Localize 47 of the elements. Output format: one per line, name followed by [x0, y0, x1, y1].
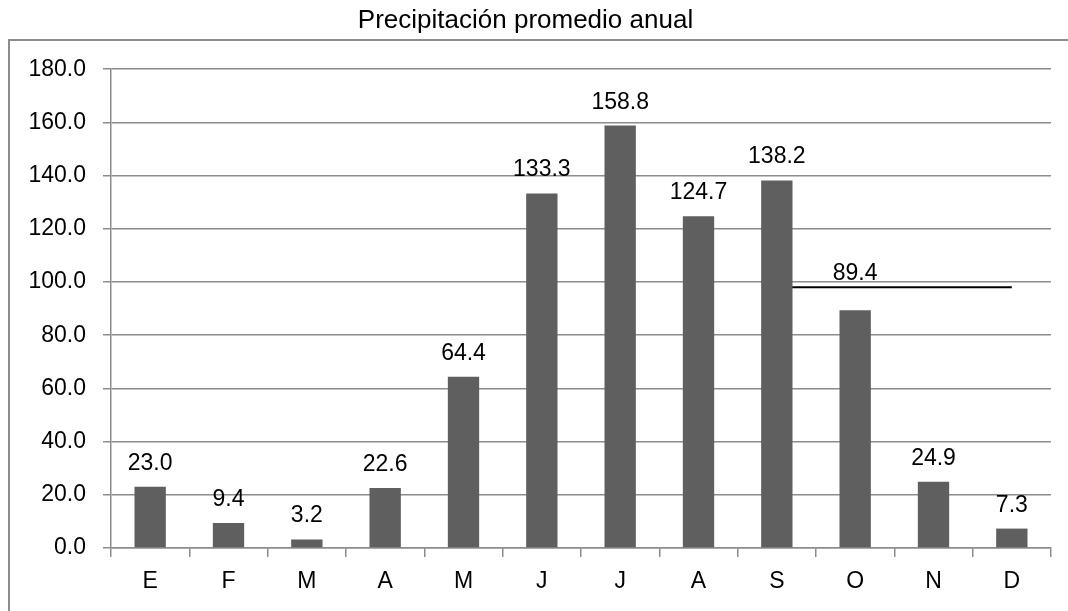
y-tick-label: 160.0: [28, 107, 86, 134]
x-tick-label: A: [690, 567, 707, 594]
bar: [526, 193, 558, 548]
y-tick-label: 120.0: [28, 214, 86, 241]
data-label: 9.4: [212, 485, 245, 511]
x-tick-label: J: [536, 567, 548, 594]
y-tick-label: 180.0: [28, 54, 86, 81]
data-label: 3.2: [290, 501, 323, 528]
data-label: 24.9: [911, 443, 956, 470]
bar: [212, 523, 245, 548]
bar: [447, 376, 480, 548]
data-label: 124.7: [669, 178, 728, 205]
y-tick-label: 20.0: [41, 480, 86, 507]
bar: [134, 486, 166, 548]
data-label: 23.0: [127, 448, 173, 475]
bar: [682, 216, 715, 548]
x-tick-label: J: [614, 567, 626, 594]
y-tick-label: 40.0: [41, 426, 86, 453]
bar: [604, 125, 636, 548]
bar: [369, 487, 401, 548]
bar: [917, 481, 950, 548]
x-tick-label: M: [453, 567, 474, 594]
x-tick-label: N: [925, 567, 942, 594]
data-label: 89.4: [832, 259, 878, 286]
data-label: 138.2: [748, 142, 806, 169]
data-label: 158.8: [591, 87, 649, 114]
x-tick-label: F: [221, 567, 236, 594]
bar: [839, 310, 871, 548]
y-tick-label: 0.0: [54, 533, 86, 560]
y-tick-label: 100.0: [28, 267, 86, 294]
y-tick-label: 140.0: [28, 160, 86, 187]
y-tick-label: 80.0: [41, 320, 86, 347]
bar: [291, 539, 323, 548]
bar: [996, 528, 1028, 548]
data-label: 64.4: [441, 338, 487, 365]
chart-title: Precipitación promedio anual: [357, 3, 694, 34]
bar: [761, 180, 793, 548]
data-label: 133.3: [513, 155, 571, 182]
data-label: 22.6: [362, 449, 408, 476]
x-tick-label: M: [297, 567, 317, 594]
x-tick-label: D: [1003, 567, 1021, 594]
data-label: 7.3: [995, 490, 1028, 517]
x-tick-label: S: [769, 567, 785, 594]
x-tick-label: O: [846, 567, 865, 594]
y-tick-label: 60.0: [41, 373, 86, 400]
x-tick-label: A: [377, 567, 394, 594]
x-tick-label: E: [142, 567, 158, 594]
